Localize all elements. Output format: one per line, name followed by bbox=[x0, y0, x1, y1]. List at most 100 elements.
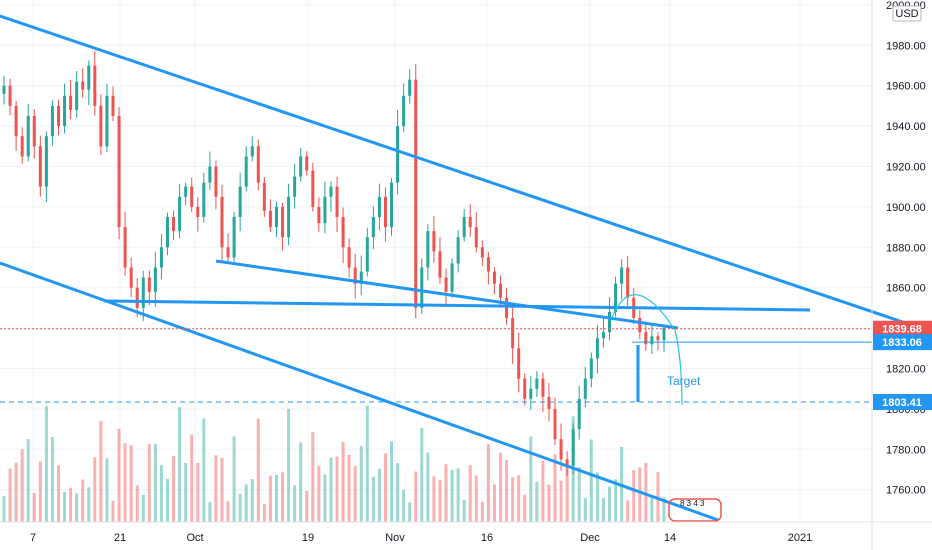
support-trendline[interactable] bbox=[215, 259, 679, 330]
candle-body bbox=[608, 311, 612, 333]
candle-body bbox=[365, 237, 369, 272]
volume-bar bbox=[535, 481, 539, 522]
candle-body bbox=[468, 217, 472, 228]
candle-body bbox=[208, 166, 212, 183]
candle-body bbox=[111, 95, 115, 116]
volume-bar bbox=[468, 465, 472, 522]
candle-body bbox=[499, 283, 503, 298]
volume-bar bbox=[474, 475, 478, 522]
volume-bar bbox=[499, 452, 503, 522]
volume-bar bbox=[56, 465, 60, 522]
volume-bar bbox=[75, 493, 79, 522]
candle-body bbox=[517, 348, 521, 379]
volume-bar bbox=[135, 485, 139, 522]
candle-body bbox=[650, 336, 654, 345]
volume-bar bbox=[438, 479, 442, 522]
candle-body bbox=[535, 378, 539, 389]
candle-body bbox=[589, 358, 593, 379]
price-axis[interactable]: 2000.001980.001960.001940.001920.001900.… bbox=[886, 0, 926, 497]
volume-bar bbox=[165, 478, 169, 522]
candle-body bbox=[281, 206, 285, 238]
candle-body bbox=[426, 231, 430, 268]
volume-bar bbox=[371, 476, 375, 522]
candle-body bbox=[450, 263, 454, 292]
volume-bar bbox=[377, 468, 381, 522]
candle-body bbox=[165, 217, 169, 248]
price-tick-label: 1780.00 bbox=[886, 444, 926, 456]
candle-body bbox=[662, 328, 666, 341]
price-tick-label: 1940.00 bbox=[886, 121, 926, 133]
volume-bar bbox=[117, 428, 121, 522]
volume-bar bbox=[111, 500, 115, 522]
candle-body bbox=[147, 277, 151, 292]
candle-body bbox=[420, 267, 424, 308]
time-tick-label: 21 bbox=[114, 532, 126, 544]
candle-body bbox=[353, 267, 357, 284]
candle-body bbox=[135, 287, 139, 308]
candle-body bbox=[190, 186, 194, 207]
volume-bar bbox=[486, 444, 490, 522]
candle-body bbox=[202, 182, 206, 217]
time-tick-label: 19 bbox=[302, 532, 314, 544]
volume-bar bbox=[329, 457, 333, 522]
volume-bar bbox=[396, 463, 400, 522]
volume-bar bbox=[529, 436, 533, 522]
volume-bar bbox=[244, 484, 248, 522]
candle-body bbox=[93, 65, 97, 106]
volume-bar bbox=[63, 492, 67, 522]
volume-bar bbox=[662, 497, 666, 522]
volume-bar bbox=[93, 457, 97, 522]
volume-bar bbox=[432, 476, 436, 522]
currency-badge[interactable] bbox=[892, 5, 922, 22]
candle-body bbox=[359, 271, 363, 284]
volume-bar bbox=[456, 468, 460, 522]
volume-bar bbox=[178, 407, 182, 522]
candle-body bbox=[123, 227, 127, 268]
candle-body bbox=[559, 439, 563, 460]
candle-body bbox=[432, 231, 436, 252]
candle-body bbox=[69, 95, 73, 110]
price-tag bbox=[873, 334, 932, 351]
candle-body bbox=[75, 81, 79, 110]
candle-body bbox=[196, 206, 200, 217]
volume-bar bbox=[50, 437, 54, 522]
candle-body bbox=[444, 277, 448, 292]
neckline-horizontal[interactable] bbox=[103, 299, 811, 312]
price-tag-label: 1839.68 bbox=[882, 324, 922, 336]
time-axis[interactable]: 7 21 Oct 19 Nov 16 Dec 14 2021 bbox=[30, 532, 812, 544]
candle-body bbox=[571, 429, 575, 466]
volume-bar bbox=[281, 472, 285, 522]
volume-bar bbox=[38, 461, 42, 522]
volume-bar bbox=[287, 408, 291, 522]
candle-body bbox=[311, 170, 315, 207]
upper-channel-line[interactable] bbox=[0, 14, 932, 334]
candle-body bbox=[523, 378, 527, 399]
time-tick-label: 16 bbox=[481, 532, 493, 544]
candle-body bbox=[565, 459, 569, 466]
candlesticks bbox=[2, 50, 666, 477]
candle-body bbox=[638, 318, 642, 333]
volume-bar bbox=[226, 501, 230, 522]
volume-bar bbox=[196, 462, 200, 522]
price-tick-label: 1900.00 bbox=[886, 202, 926, 214]
candle-body bbox=[656, 336, 660, 341]
candle-body bbox=[438, 251, 442, 278]
candle-body bbox=[99, 105, 103, 147]
volume-bar bbox=[650, 497, 654, 522]
candle-body bbox=[529, 388, 533, 399]
volume-bar bbox=[123, 443, 127, 522]
candle-body bbox=[153, 267, 157, 292]
candle-body bbox=[26, 116, 30, 157]
lower-channel-line[interactable] bbox=[0, 261, 719, 522]
price-tick-label: 1920.00 bbox=[886, 162, 926, 174]
candle-body bbox=[214, 166, 218, 197]
candle-body bbox=[383, 196, 387, 228]
price-tick-label: 1760.00 bbox=[886, 485, 926, 497]
candle-body bbox=[390, 182, 394, 228]
candle-body bbox=[626, 267, 630, 298]
candle-body bbox=[620, 267, 624, 284]
volume-bar bbox=[335, 456, 339, 522]
volume-bar bbox=[262, 503, 266, 522]
volume-bar bbox=[26, 439, 30, 522]
